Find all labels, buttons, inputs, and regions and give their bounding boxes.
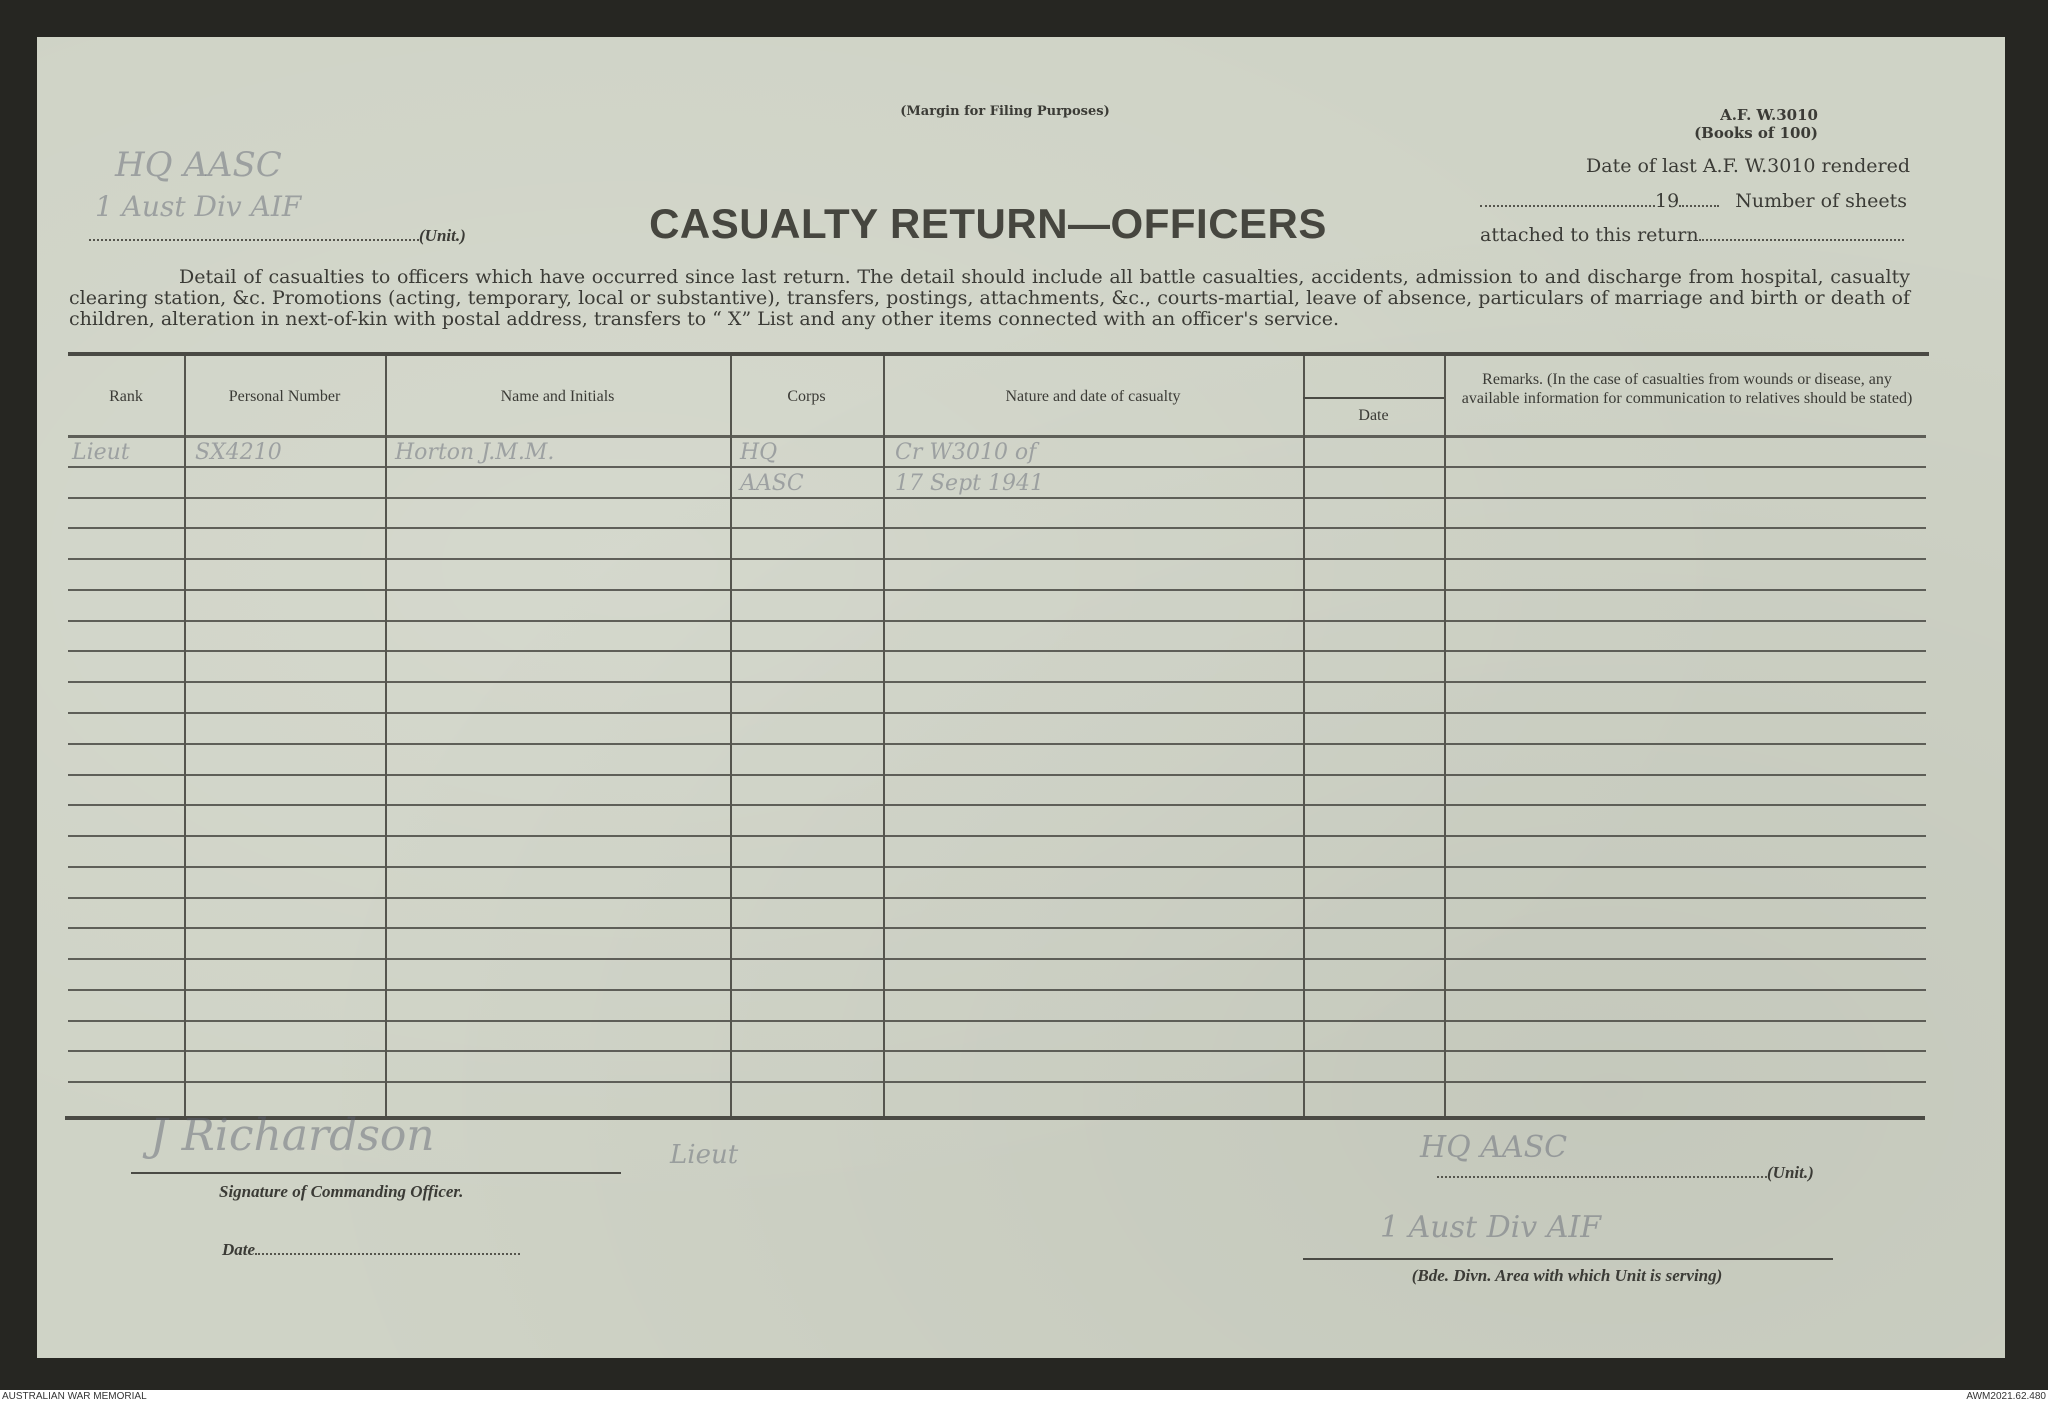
column-rule [385, 356, 387, 1116]
unit-label: (Unit.) [419, 226, 466, 245]
row-rule [68, 927, 1926, 929]
entry-corps-2: AASC [740, 471, 804, 496]
form-sheet [37, 37, 2005, 1358]
bottom-unit-2: 1 Aust Div AIF [1380, 1210, 1602, 1245]
col-name: Name and Initials [500, 388, 615, 405]
bottom-unit-1: HQ AASC [1420, 1130, 1568, 1165]
table-bottom-rule [65, 1116, 1925, 1120]
column-rule [1444, 356, 1446, 1116]
bottom-unit-label: (Unit.) [1767, 1163, 1814, 1182]
column-rule [730, 356, 732, 1116]
margin-note: (Margin for Filing Purposes) [900, 104, 1110, 119]
date-last-field: 19 Number of sheets [1480, 190, 1907, 212]
entry-corps: HQ [740, 440, 778, 465]
form-number: A.F. W.3010 [1720, 106, 1818, 124]
year-prefix: 19 [1655, 190, 1680, 212]
row-rule [68, 743, 1926, 745]
row-rule [68, 835, 1926, 837]
credit-left: AUSTRALIAN WAR MEMORIAL [2, 1391, 147, 1402]
bottom-unit-field: (Unit.) [1437, 1163, 1814, 1183]
row-rule [68, 1081, 1926, 1083]
unit-field: (Unit.) [89, 224, 466, 246]
column-rule [1303, 356, 1305, 1116]
entry-nature: Cr W3010 of [895, 440, 1037, 465]
entry-number: SX4210 [195, 440, 282, 465]
row-rule [68, 1020, 1926, 1022]
credit-right: AWM2021.62.480 [1966, 1391, 2046, 1402]
row-rule [68, 958, 1926, 960]
signature-label: Signature of Commanding Officer. [219, 1182, 464, 1201]
date-last-label: Date of last A.F. W.3010 rendered [1586, 155, 1910, 177]
col-personal-number: Personal Number [228, 388, 341, 405]
row-rule [68, 774, 1926, 776]
handwritten-unit-1: HQ AASC [115, 145, 282, 185]
row-rule [68, 989, 1926, 991]
col-rank: Rank [109, 388, 143, 405]
row-rule [68, 712, 1926, 714]
entry-rank: Lieut [72, 440, 130, 465]
sheets-label: Number of sheets [1735, 190, 1908, 212]
column-rule [883, 356, 885, 1116]
row-rule [68, 1050, 1926, 1052]
signature: J Richardson [150, 1110, 435, 1161]
row-rule [68, 620, 1926, 622]
bde-line [1303, 1258, 1833, 1260]
row-rule [68, 681, 1926, 683]
attached-label: attached to this return [1480, 224, 1699, 246]
entry-name: Horton J.M.M. [395, 440, 555, 465]
col-remarks: Remarks. (In the case of casualties from… [1461, 371, 1913, 407]
page-title: CASUALTY RETURN—OFFICERS [649, 200, 1327, 247]
row-rule [68, 558, 1926, 560]
row-rule [68, 466, 1926, 468]
row-rule [68, 804, 1926, 806]
row-rule [68, 866, 1926, 868]
attached-field: attached to this return [1480, 224, 1904, 246]
handwritten-unit-2: 1 Aust Div AIF [95, 190, 302, 223]
col-date: Date [1358, 407, 1389, 424]
row-rule [68, 650, 1926, 652]
entry-nature-2: 17 Sept 1941 [895, 471, 1044, 496]
table-top-rule [68, 352, 1929, 356]
signature-rank: Lieut [670, 1140, 739, 1170]
date-subheader-rule [1303, 397, 1444, 399]
row-rule [68, 435, 1926, 438]
row-rule [68, 589, 1926, 591]
books-note: (Books of 100) [1694, 124, 1818, 142]
row-rule [68, 527, 1926, 529]
row-rule [68, 497, 1926, 499]
date-field: Date [222, 1240, 521, 1260]
column-rule [184, 356, 186, 1116]
instructions: Detail of casualties to officers which h… [69, 266, 1910, 330]
signature-line [131, 1172, 621, 1174]
row-rule [68, 897, 1926, 899]
col-nature: Nature and date of casualty [1005, 388, 1181, 405]
bde-label: (Bde. Divn. Area with which Unit is serv… [1411, 1266, 1723, 1285]
col-corps: Corps [787, 388, 826, 405]
date-label: Date [222, 1240, 256, 1259]
